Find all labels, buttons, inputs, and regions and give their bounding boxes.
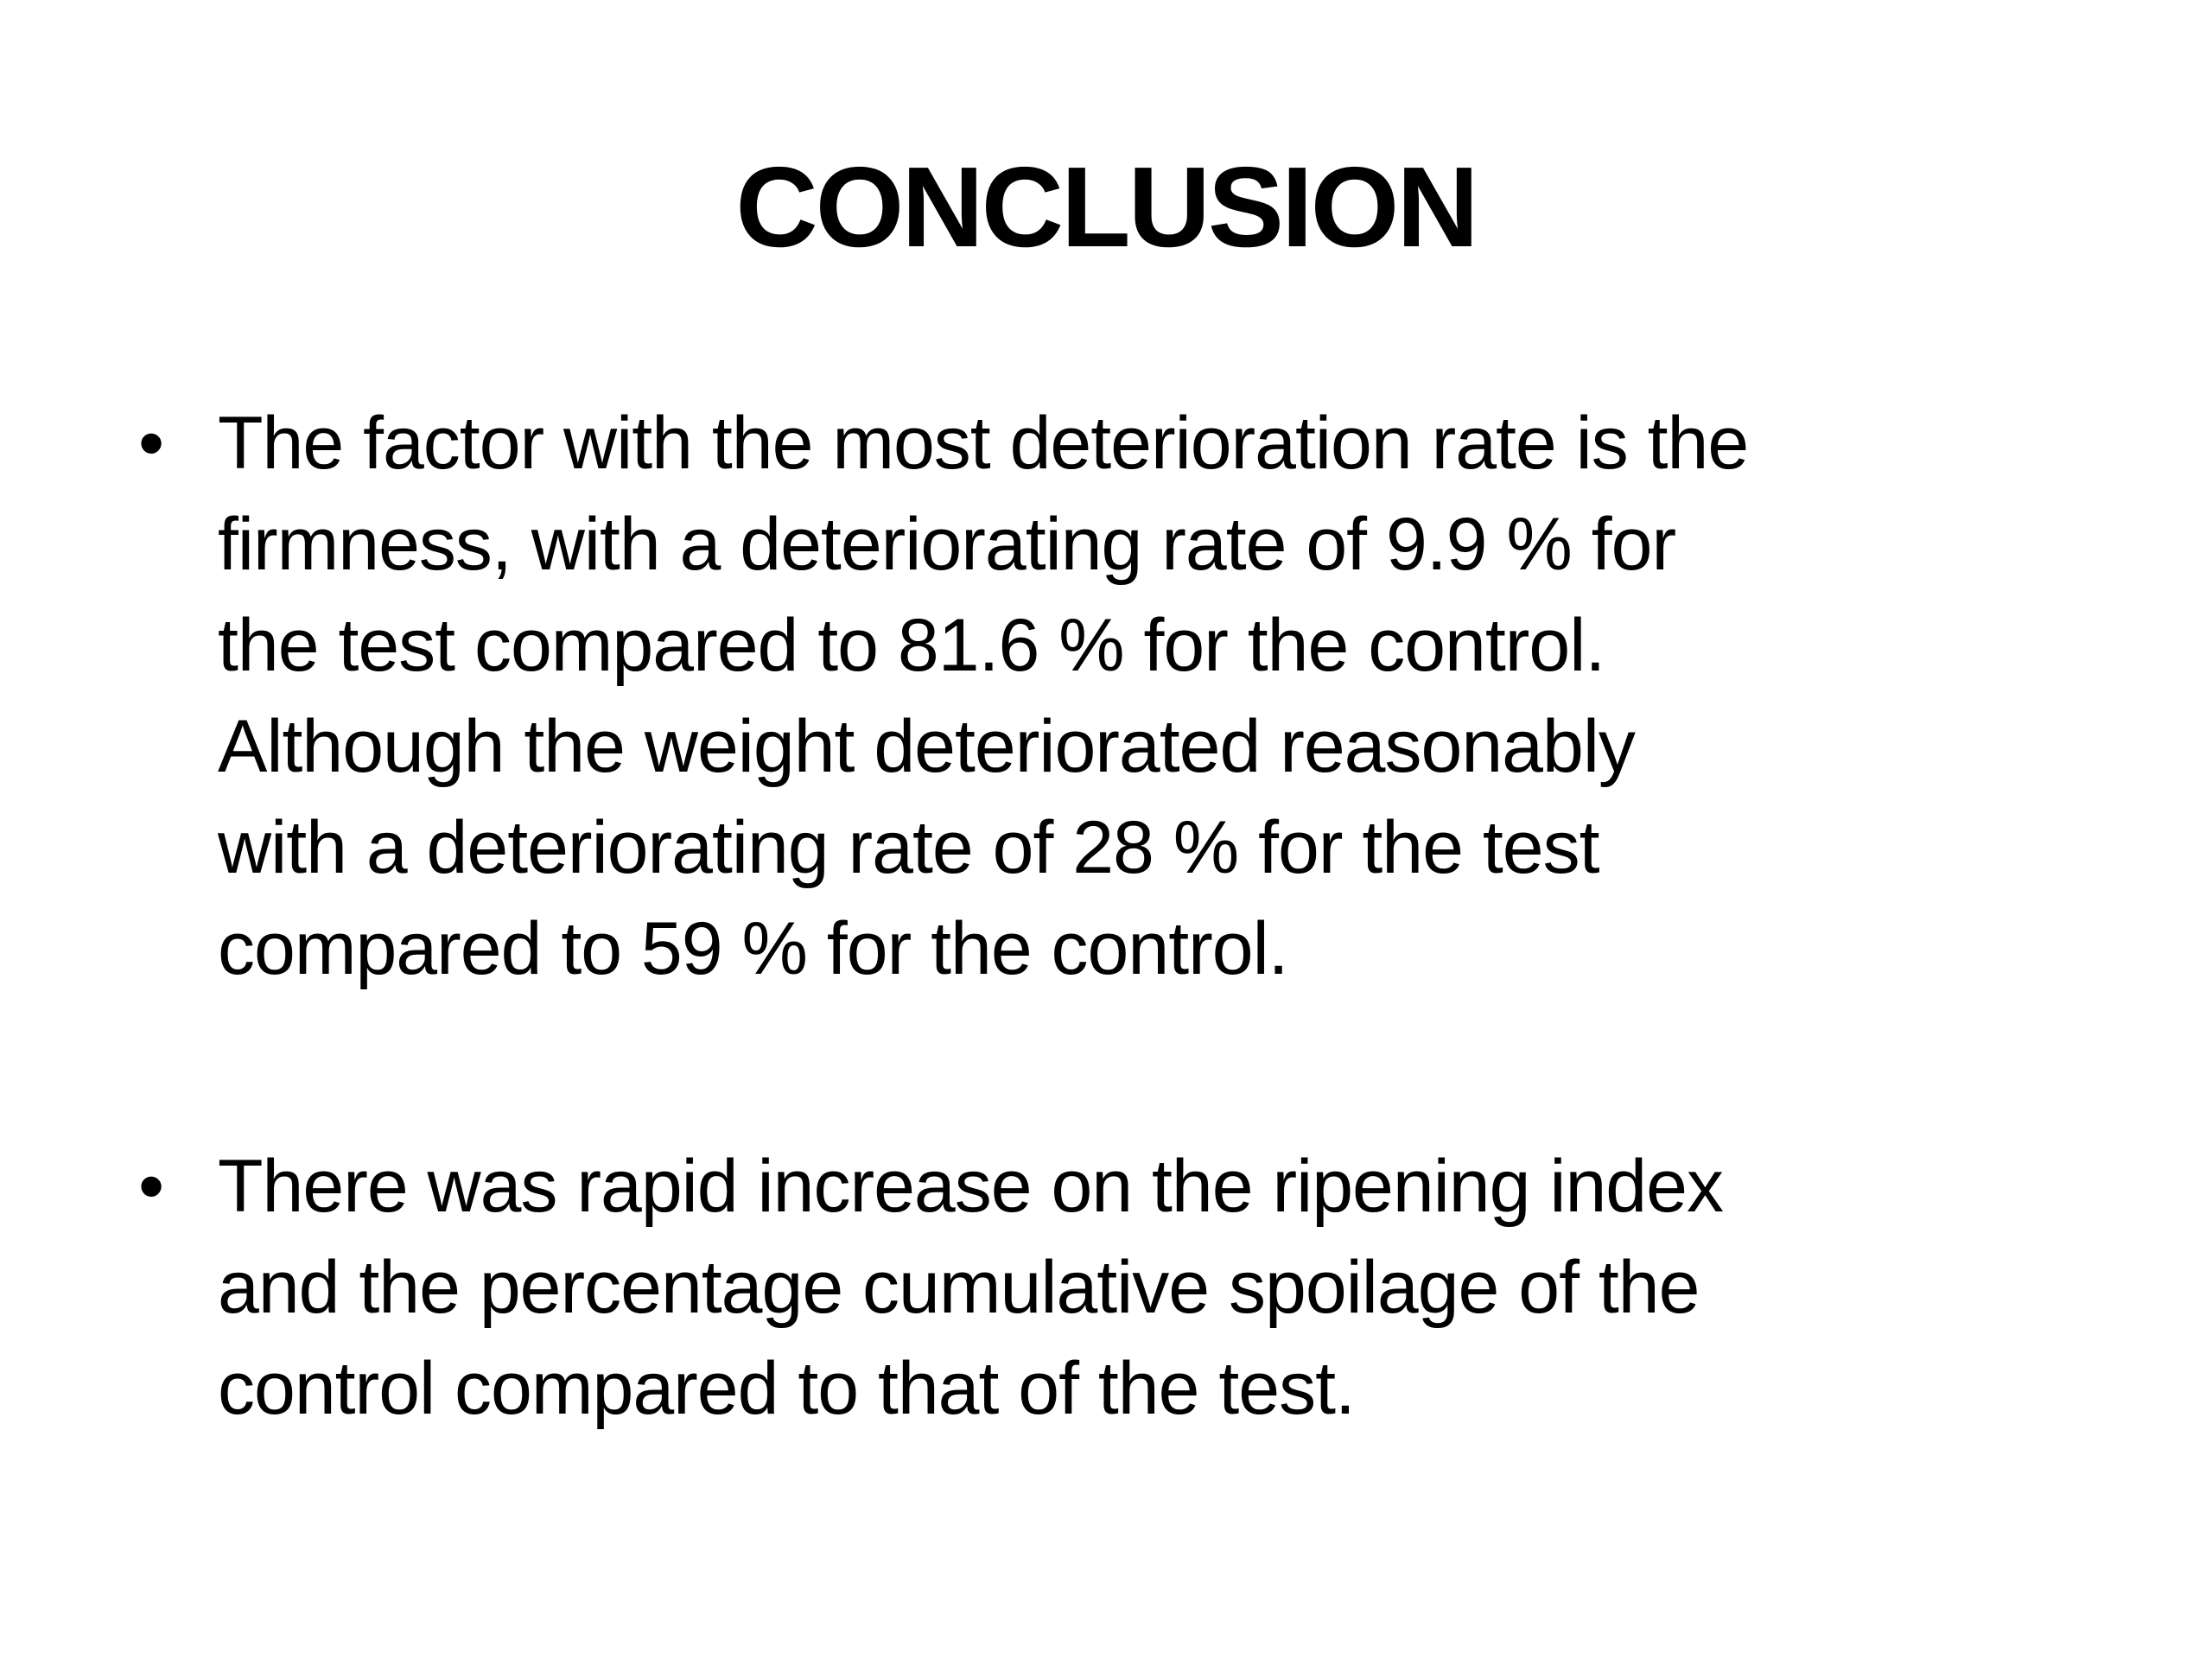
bullet-text: The factor with the most deterioration r… [218,393,1749,1000]
bullet-marker: • [138,1145,165,1228]
bullet-text: There was rapid increase on the ripening… [218,1136,1724,1440]
text-line: control compared to that of the test. [218,1347,1356,1430]
text-line: Although the weight deteriorated reasona… [218,705,1636,788]
text-line: The factor with the most deterioration r… [218,402,1749,485]
text-line: the test compared to 81.6 % for the cont… [218,604,1605,687]
text-line: firmness, with a deteriorating rate of 9… [218,503,1676,586]
bullet-marker: • [138,402,165,485]
slide-title: CONCLUSION [735,143,1478,270]
text-line: with a deteriorating rate of 28 % for th… [218,806,1599,889]
text-line: There was rapid increase on the ripening… [218,1145,1724,1228]
text-line: and the percentage cumulative spoilage o… [218,1246,1700,1329]
text-line: compared to 59 % for the control. [218,907,1289,990]
